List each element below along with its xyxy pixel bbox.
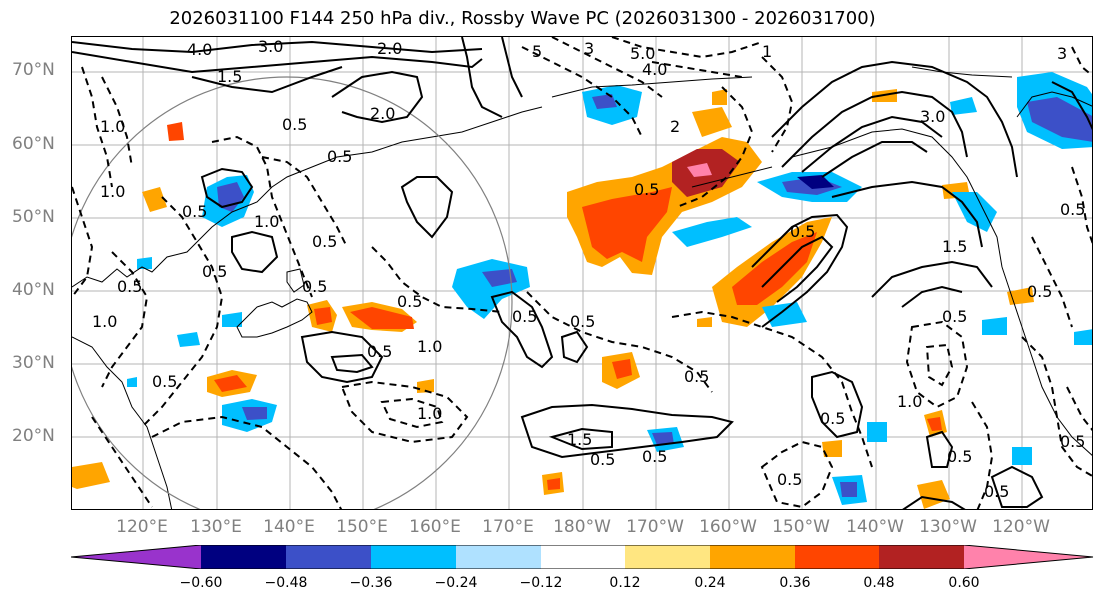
- colorbar-tick: 0.36: [779, 575, 811, 591]
- contour-label: 0.5: [327, 147, 352, 166]
- contour-label: 0.5: [367, 342, 392, 361]
- lon-label-160e: 160°E: [409, 517, 461, 537]
- contour-label: 1.0: [417, 404, 442, 423]
- contour-label: 1.5: [217, 67, 242, 86]
- contour-label: 1.5: [567, 430, 592, 449]
- lon-label-140e: 140°E: [263, 517, 315, 537]
- contour-label: 0.5: [312, 232, 337, 251]
- lon-label-130w: 130°W: [919, 517, 977, 537]
- contour-label: 5.0: [630, 44, 655, 63]
- contour-label: 5: [532, 42, 542, 61]
- contour-label: 0.5: [947, 447, 972, 466]
- colorbar: [70, 544, 1095, 573]
- colorbar-tick: −0.36: [349, 575, 393, 591]
- contour-label: 0.5: [684, 367, 709, 386]
- lon-label-180w: 180°W: [553, 517, 611, 537]
- contour-label: 0.5: [117, 277, 142, 296]
- plot-title: 2026031100 F144 250 hPa div., Rossby Wav…: [169, 8, 876, 29]
- colorbar-segment: [456, 545, 541, 569]
- contour-label: 1.0: [897, 392, 922, 411]
- colorbar-tick: −0.60: [179, 575, 223, 591]
- contour-label: 0.5: [820, 409, 845, 428]
- colorbar-segment: [71, 545, 201, 569]
- colorbar-segment: [795, 545, 879, 569]
- contour-label: 0.5: [1060, 200, 1085, 219]
- contour-label: 0.5: [984, 482, 1009, 501]
- contour-label: 1.0: [100, 182, 125, 201]
- contour-label: 0.5: [302, 277, 327, 296]
- contour-label: 1.0: [100, 117, 125, 136]
- lat-label-20n: 20°N: [12, 426, 55, 446]
- contour-label: 1.0: [92, 312, 117, 331]
- contour-label: 0.5: [512, 307, 537, 326]
- map-panel: 4.0 3.0 2.0 1.5 2.0 0.5 0.5 1.0 0.5 1.0 …: [71, 36, 1093, 510]
- colorbar-tick: 0.24: [694, 575, 726, 591]
- contour-label: 4.0: [187, 40, 212, 59]
- lon-label-120e: 120°E: [116, 517, 168, 537]
- lon-label-150e: 150°E: [336, 517, 388, 537]
- contour-label: 0.5: [1027, 282, 1052, 301]
- contour-label: 3.0: [258, 37, 283, 56]
- contour-label: 0.5: [397, 292, 422, 311]
- lon-label-140w: 140°W: [846, 517, 904, 537]
- colorbar-segment: [964, 545, 1093, 569]
- contour-label: 2.0: [370, 104, 395, 123]
- colorbar-tick: −0.24: [434, 575, 478, 591]
- lat-label-40n: 40°N: [12, 280, 55, 300]
- contour-label: 3.0: [920, 107, 945, 126]
- lat-label-30n: 30°N: [12, 353, 55, 373]
- colorbar-segment: [541, 545, 625, 569]
- contour-label: 3: [1057, 44, 1067, 63]
- lat-label-60n: 60°N: [12, 134, 55, 154]
- contour-label: 0.5: [282, 115, 307, 134]
- lat-label-50n: 50°N: [12, 207, 55, 227]
- lon-label-120w: 120°W: [992, 517, 1050, 537]
- coastlines: [72, 66, 1092, 509]
- contour-label: 2: [670, 117, 680, 136]
- colorbar-tick: −0.48: [264, 575, 308, 591]
- contour-label: 2.0: [377, 39, 402, 58]
- contour-labels: 4.0 3.0 2.0 1.5 2.0 0.5 0.5 1.0 0.5 1.0 …: [92, 37, 1085, 501]
- contour-label: 0.5: [942, 307, 967, 326]
- contour-label: 0.5: [152, 372, 177, 391]
- contour-label: 0.5: [590, 450, 615, 469]
- colorbar-segment: [879, 545, 964, 569]
- contour-label: 0.5: [642, 447, 667, 466]
- negative-contours: [72, 37, 1092, 509]
- contour-label: 0.5: [777, 470, 802, 489]
- contour-label: 0.5: [634, 180, 659, 199]
- colorbar-tick: 0.60: [948, 575, 980, 591]
- contour-label: 4.0: [642, 60, 667, 79]
- colorbar-svg: [70, 544, 1094, 570]
- lon-label-130e: 130°E: [190, 517, 242, 537]
- lon-label-170w: 170°W: [626, 517, 684, 537]
- colorbar-segment: [201, 545, 286, 569]
- contour-label: 0.5: [570, 312, 595, 331]
- colorbar-segment: [286, 545, 371, 569]
- lon-label-170e: 170°E: [482, 517, 534, 537]
- contour-label: 1.0: [254, 212, 279, 231]
- positive-divergence-patches: [72, 89, 1034, 509]
- contour-label: 1: [762, 42, 772, 61]
- colorbar-segment: [710, 545, 795, 569]
- colorbar-tick: 0.12: [609, 575, 641, 591]
- contour-label: 0.5: [182, 202, 207, 221]
- reference-circle: [72, 76, 513, 509]
- colorbar-segment: [371, 545, 456, 569]
- lat-label-70n: 70°N: [12, 60, 55, 80]
- colorbar-tick: −0.12: [519, 575, 563, 591]
- contour-label: 3: [584, 39, 594, 58]
- contour-label: 0.5: [202, 262, 227, 281]
- positive-contours: [72, 37, 1092, 509]
- contour-label: 1.5: [942, 237, 967, 256]
- contour-label: 1.0: [417, 337, 442, 356]
- map-canvas: 4.0 3.0 2.0 1.5 2.0 0.5 0.5 1.0 0.5 1.0 …: [72, 37, 1092, 509]
- colorbar-tick: 0.48: [863, 575, 895, 591]
- contour-label: 0.5: [790, 222, 815, 241]
- lon-label-160w: 160°W: [699, 517, 757, 537]
- contour-label: 0.5: [1060, 432, 1085, 451]
- colorbar-segment: [625, 545, 710, 569]
- lon-label-150w: 150°W: [772, 517, 830, 537]
